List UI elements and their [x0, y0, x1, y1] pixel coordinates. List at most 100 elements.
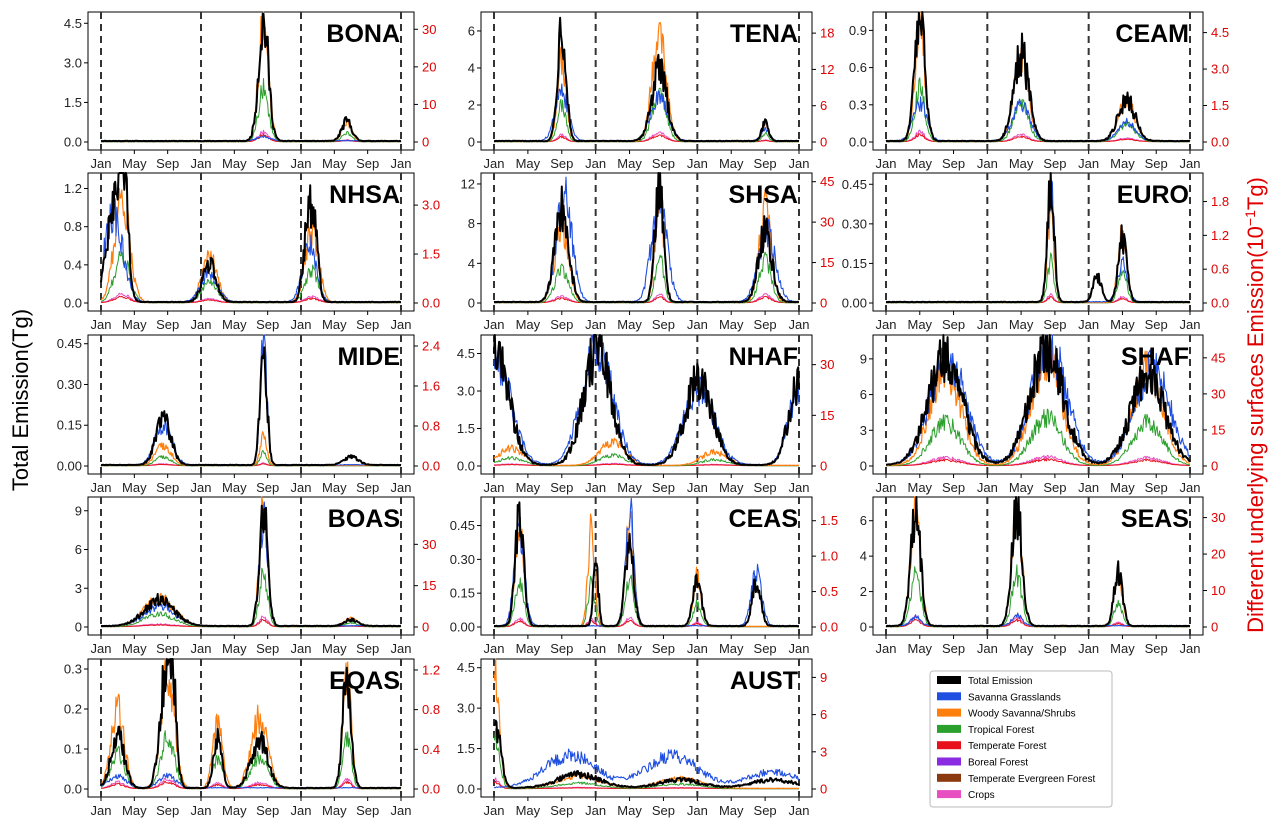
left-tick-label: 0.3 [64, 662, 82, 677]
right-tick-label: 0.0 [1211, 135, 1229, 150]
x-tick-label: Jan [484, 803, 505, 818]
right-tick-label: 0 [820, 296, 827, 311]
x-tick-label: Sep [1043, 156, 1066, 171]
right-tick-label: 4.5 [1211, 25, 1229, 40]
right-tick-label: 0.0 [422, 296, 440, 311]
x-tick-label: Jan [484, 317, 505, 332]
left-tick-label: 3.0 [457, 701, 475, 716]
panel-shsa: 0 4 8 12 0 15 30 45 Jan May Sep Jan May Sep Jan May Sep J… [461, 172, 834, 332]
right-tick-label: 30 [1211, 386, 1225, 401]
panel-frame [87, 658, 415, 798]
x-tick-label: Sep [550, 803, 573, 818]
series-line-tropical-forest [886, 564, 1190, 628]
left-tick-label: 0.9 [849, 23, 867, 38]
panel-frame [872, 172, 1204, 312]
x-tick-label: Sep [942, 480, 965, 495]
series-line-total-emission [885, 496, 1191, 628]
left-tick-label: 0.0 [64, 296, 82, 311]
left-tick-label: 9 [860, 351, 867, 366]
x-tick-label: Jan [484, 480, 505, 495]
right-tick-label: 0.8 [422, 702, 440, 717]
x-tick-label: Sep [942, 317, 965, 332]
x-tick-label: Jan [91, 641, 112, 656]
legend-entry: Boreal Forest [968, 758, 1028, 769]
panel-frame [87, 172, 415, 312]
series-line-temperate-forest [886, 458, 1190, 467]
right-tick-label: 15 [422, 578, 436, 593]
x-tick-label: May [516, 641, 541, 656]
x-tick-label: Sep [754, 803, 777, 818]
region-label: MIDE [338, 343, 401, 371]
legend-entry: Total Emission [968, 676, 1032, 687]
x-tick-label: Sep [1145, 480, 1168, 495]
left-tick-label: 0.30 [450, 552, 475, 567]
x-tick-label: May [122, 156, 147, 171]
x-tick-label: Jan [391, 641, 412, 656]
series-line-total-emission [100, 346, 402, 467]
legend-entry: Temperate Forest [968, 741, 1047, 752]
series-line-tropical-forest [100, 250, 401, 304]
x-tick-label: Sep [256, 641, 279, 656]
x-tick-label: Jan [585, 317, 606, 332]
x-tick-label: Sep [652, 641, 675, 656]
panel-ceas: 0.00 0.15 0.30 0.45 0.0 0.5 1.0 1.5 Jan May Sep Jan… [450, 496, 838, 656]
x-tick-label: Sep [256, 317, 279, 332]
x-tick-label: Sep [356, 803, 379, 818]
panel-frame [480, 658, 813, 798]
x-tick-label: May [719, 641, 744, 656]
x-tick-label: May [1009, 317, 1034, 332]
right-tick-label: 6 [820, 707, 827, 722]
x-tick-label: Jan [1180, 156, 1201, 171]
x-tick-label: Jan [391, 317, 412, 332]
right-tick-label: 18 [820, 26, 834, 41]
x-tick-label: Jan [191, 641, 212, 656]
left-tick-label: 0.15 [57, 418, 82, 433]
x-tick-label: May [122, 803, 147, 818]
region-label: SEAS [1121, 505, 1189, 533]
left-tick-label: 4 [860, 549, 867, 564]
series-line-savanna-grasslands [493, 748, 800, 789]
x-tick-label: Jan [1078, 317, 1099, 332]
left-tick-label: 3 [75, 581, 82, 596]
left-tick-label: 0.4 [64, 257, 82, 272]
region-label: SHSA [729, 181, 798, 209]
right-tick-label: 0 [1211, 620, 1218, 635]
right-tick-label: 0.0 [422, 459, 440, 474]
x-tick-label: May [322, 480, 347, 495]
legend-swatch [937, 708, 961, 717]
left-tick-label: 6 [75, 542, 82, 557]
x-tick-label: May [617, 317, 642, 332]
region-label: EURO [1117, 181, 1189, 209]
series-line-tropical-forest [100, 730, 401, 790]
x-tick-label: Jan [1180, 641, 1201, 656]
region-label: BOAS [328, 505, 400, 533]
left-tick-label: 0.0 [457, 459, 475, 474]
legend-entry: Crops [968, 790, 995, 801]
left-axis-label: Total Emission(Tg) [8, 309, 33, 491]
legend-swatch [937, 790, 961, 799]
x-tick-label: May [1009, 641, 1034, 656]
left-tick-label: 0.30 [57, 377, 82, 392]
left-tick-label: 0.00 [450, 620, 475, 635]
x-tick-label: Sep [1043, 641, 1066, 656]
x-tick-label: May [322, 156, 347, 171]
left-tick-label: 9 [75, 503, 82, 518]
right-tick-label: 30 [422, 537, 436, 552]
legend-swatch [937, 692, 961, 701]
left-tick-label: 0.6 [849, 60, 867, 75]
left-tick-label: 0.3 [849, 97, 867, 112]
x-tick-label: Jan [585, 480, 606, 495]
left-tick-label: 1.5 [457, 421, 475, 436]
right-tick-label: 0 [422, 135, 429, 150]
x-tick-label: Jan [876, 156, 897, 171]
x-tick-label: May [907, 480, 932, 495]
x-tick-label: Sep [550, 641, 573, 656]
right-tick-label: 9 [820, 670, 827, 685]
x-tick-label: Sep [652, 317, 675, 332]
left-tick-label: 3 [860, 423, 867, 438]
left-tick-label: 0.00 [842, 296, 867, 311]
left-tick-label: 0.0 [849, 135, 867, 150]
left-tick-label: 0.15 [842, 256, 867, 271]
